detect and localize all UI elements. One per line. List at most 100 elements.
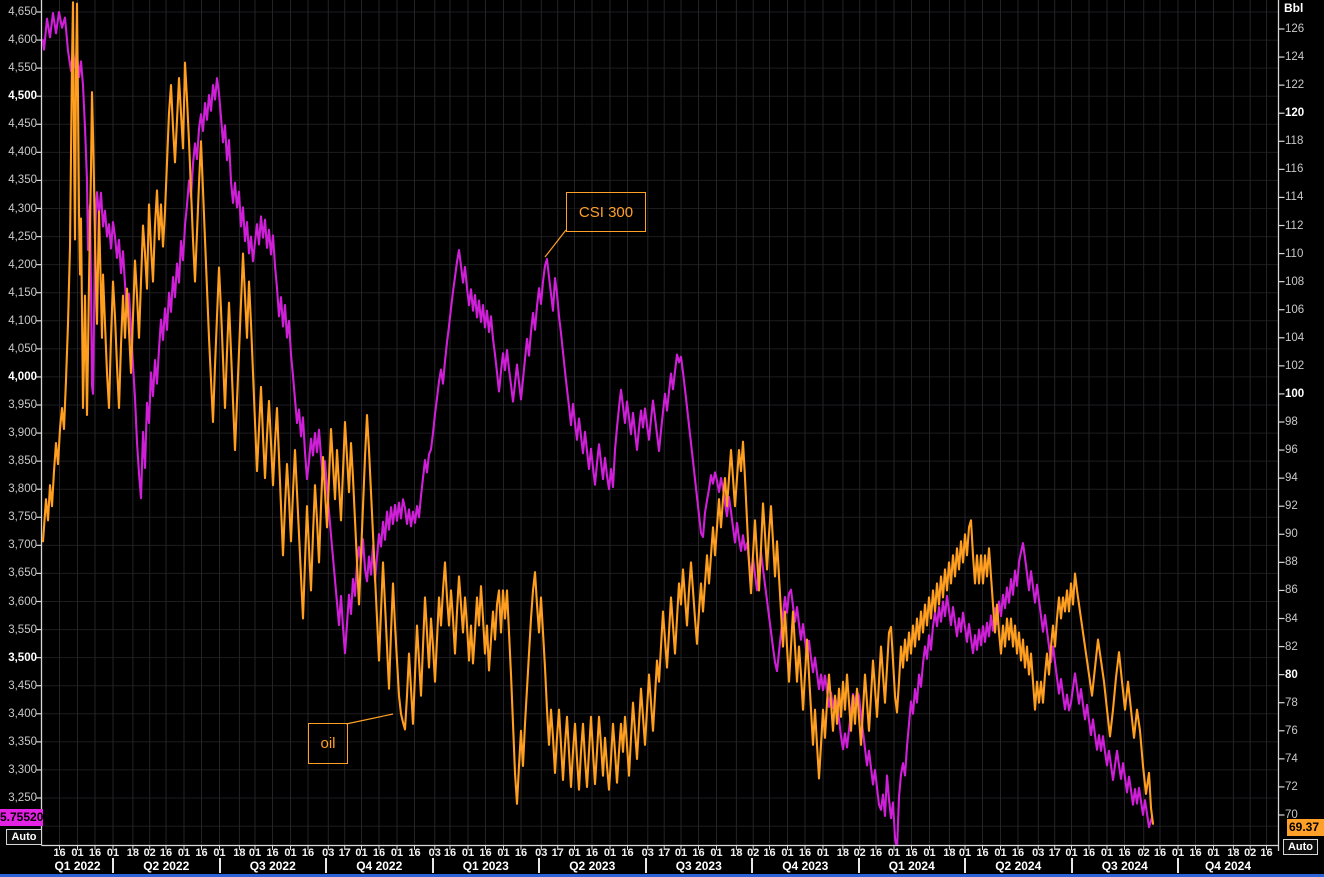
- x-axis-tick-label: 01: [781, 847, 794, 859]
- right-axis-tick-label: 74: [1285, 752, 1298, 765]
- x-axis-tick-label: 03: [535, 847, 548, 859]
- csi300-annotation-label: CSI 300: [578, 203, 634, 221]
- right-axis-tick-label: 88: [1285, 556, 1298, 569]
- x-axis-tick-label: 03: [322, 847, 335, 859]
- left-axis-tick-label: 3,450: [8, 679, 37, 692]
- series-line-oil: [42, 1, 1155, 825]
- left-axis-tick-label: 4,550: [8, 62, 37, 75]
- left-axis-tick-label: 3,350: [8, 735, 37, 748]
- quarter-label: Q2 2024: [995, 859, 1042, 873]
- right-axis-tick-label: 118: [1285, 135, 1304, 148]
- x-axis-tick-label: 18: [730, 847, 743, 859]
- left-axis-tick-label: 3,500: [8, 651, 37, 664]
- quarter-label: Q4 2024: [1204, 859, 1252, 873]
- x-axis-tick-label: 17: [658, 847, 671, 859]
- left-axis-tick-label: 3,800: [8, 483, 37, 496]
- right-axis-tick-label: 126: [1285, 23, 1305, 35]
- right-axis-tick-label: 82: [1285, 640, 1298, 653]
- quarter-label: Q3 2024: [1101, 859, 1148, 873]
- right-axis-tick-label: 108: [1285, 275, 1305, 288]
- x-axis-tick-label: 17: [338, 847, 351, 859]
- left-axis-auto-button[interactable]: Auto: [6, 829, 42, 845]
- right-axis-tick-label: 86: [1285, 584, 1298, 597]
- right-axis-tick-label: 90: [1285, 528, 1298, 541]
- left-axis-tick-label: 3,900: [8, 427, 37, 440]
- series-line-csi-300: [42, 10, 1154, 845]
- x-axis-tick-label: 01: [177, 847, 191, 859]
- left-axis-tick-label: 3,750: [8, 511, 37, 524]
- x-axis-tick-label: 03: [641, 847, 654, 859]
- left-axis-tick-label: 3,300: [8, 763, 37, 776]
- quarter-separator: [644, 858, 647, 873]
- left-axis-tick-label: 4,050: [8, 342, 37, 355]
- x-axis-tick-label: 01: [710, 847, 723, 859]
- quarter-separator: [1177, 858, 1179, 873]
- left-axis-tick-label: 4,400: [8, 146, 37, 159]
- left-axis-tick-label: 3,400: [8, 707, 37, 720]
- x-axis-tick-label: 18: [1227, 847, 1240, 859]
- right-axis-tick-label: 96: [1285, 444, 1298, 457]
- x-axis-tick-label: 01: [106, 847, 120, 859]
- quarter-separator: [218, 858, 221, 873]
- x-axis-tick-label: 16: [763, 847, 776, 859]
- right-axis-tick-label: 76: [1285, 724, 1298, 737]
- x-axis-tick-label: 01: [674, 847, 688, 859]
- right-axis-tick-label: 98: [1285, 416, 1298, 428]
- left-axis-tick-label: 3,550: [8, 623, 37, 636]
- x-axis-tick-label: 16: [1082, 847, 1096, 859]
- right-axis-tick-label: 116: [1285, 163, 1304, 176]
- window-bottom-edge-bar: [0, 874, 1324, 877]
- quarter-separator: [964, 858, 966, 873]
- x-axis-tick-label: 17: [1048, 847, 1061, 859]
- x-axis-tick-label: 02: [1137, 847, 1150, 859]
- x-axis-tick-label: 16: [479, 847, 492, 859]
- x-axis-tick-label: 16: [514, 847, 528, 859]
- x-axis-tick-label: 01: [887, 847, 901, 859]
- x-axis-tick-label: 01: [994, 847, 1007, 859]
- quarter-label: Q3 2023: [675, 859, 722, 873]
- right-axis-tick-label: 80: [1285, 668, 1298, 681]
- quarter-label: Q1 2023: [462, 859, 509, 873]
- left-axis-tick-label: 4,100: [8, 314, 37, 327]
- x-axis-tick-label: 01: [1171, 847, 1185, 859]
- right-axis-tick-label: 72: [1285, 780, 1298, 793]
- x-axis-tick-label: 01: [461, 847, 475, 859]
- x-axis-tick-label: 16: [301, 847, 315, 859]
- x-axis-tick-label: 01: [923, 847, 936, 859]
- x-axis-tick-label: 02: [747, 847, 760, 859]
- left-axis-tick-label: 3,850: [8, 455, 37, 468]
- oil-series-annotation[interactable]: oil: [308, 723, 348, 764]
- quarter-label: Q1 2022: [54, 859, 101, 873]
- oil-last-price-badge: 69.37: [1287, 819, 1324, 837]
- quarter-separator: [857, 858, 860, 873]
- x-axis-tick-label: 16: [692, 847, 705, 859]
- csi300-series-annotation[interactable]: CSI 300: [566, 192, 646, 232]
- x-axis-tick-label: 16: [621, 847, 634, 859]
- right-axis-tick-label: 120: [1285, 107, 1305, 120]
- left-axis-tick-label: 4,650: [8, 6, 37, 18]
- x-axis-tick-label: 02: [853, 847, 866, 859]
- right-axis-tick-label: 102: [1285, 359, 1305, 372]
- x-axis-tick-label: 16: [266, 847, 279, 859]
- x-axis-tick-label: 16: [1153, 847, 1167, 859]
- left-axis-tick-label: 4,500: [8, 90, 37, 103]
- x-axis-tick-label: 01: [213, 847, 226, 859]
- quarter-label: Q4 2023: [782, 859, 829, 873]
- x-axis-tick-label: 01: [284, 847, 297, 859]
- x-axis-tick-label: 01: [603, 847, 617, 859]
- x-axis-tick-label: 18: [836, 847, 850, 859]
- x-axis-tick-label: 03: [428, 847, 441, 859]
- x-axis-tick-label: 01: [1100, 847, 1114, 859]
- left-axis-tick-label: 4,150: [8, 286, 37, 299]
- quarter-label: Q2 2022: [143, 859, 190, 873]
- left-axis-tick-label: 4,350: [8, 174, 37, 187]
- x-axis-tick-label: 16: [869, 847, 883, 859]
- quarter-separator: [1070, 858, 1073, 873]
- quarter-label: Q2 2023: [569, 859, 616, 873]
- left-axis-tick-label: 4,250: [8, 230, 37, 243]
- right-axis-tick-label: 124: [1285, 51, 1305, 64]
- right-axis-auto-button[interactable]: Auto: [1283, 839, 1318, 855]
- quarter-label: Q1 2024: [888, 859, 935, 873]
- right-axis-tick-label: 84: [1285, 612, 1298, 625]
